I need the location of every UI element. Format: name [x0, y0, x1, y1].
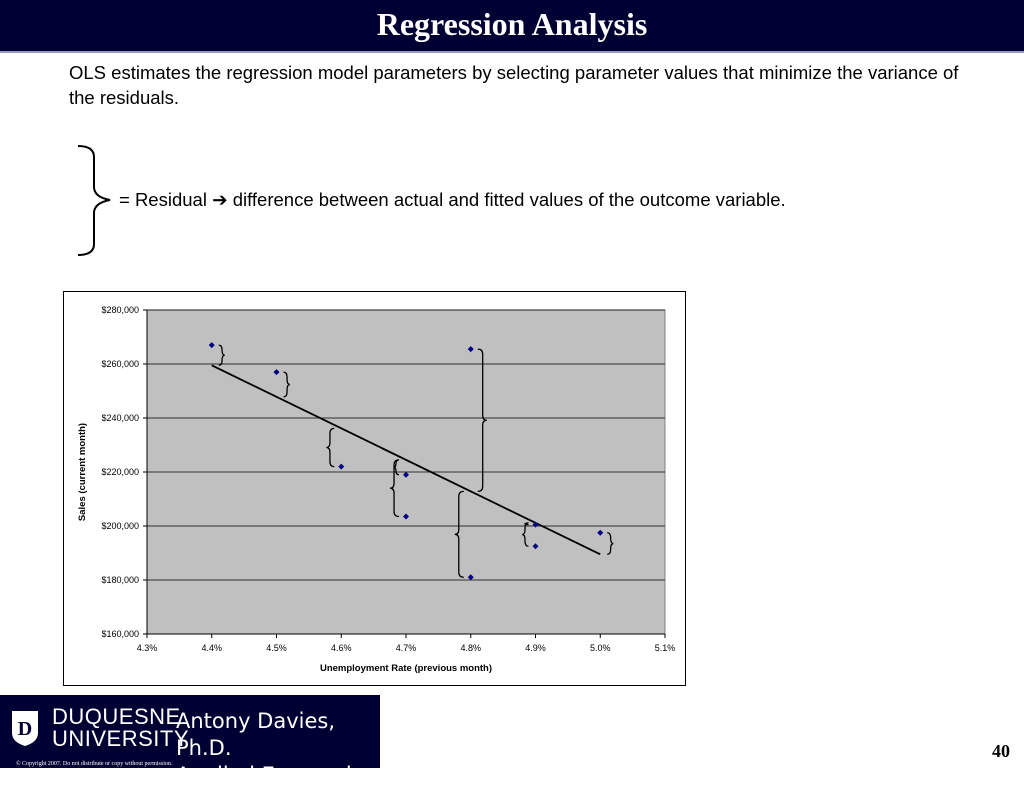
data-point: [532, 521, 539, 528]
slide-title: Regression Analysis: [376, 6, 648, 42]
data-point: [467, 346, 474, 353]
page-number: 40: [992, 741, 1010, 761]
y-tick-label: $160,000: [101, 629, 139, 639]
x-tick-label: 4.6%: [331, 643, 352, 653]
residual-brace: [389, 459, 400, 518]
residual-definition: = Residual ➔ difference between actual a…: [119, 189, 786, 210]
residual-brace: [477, 348, 487, 492]
gridlines: [143, 309, 666, 638]
footer-logo: D DUQUESNE UNIVERSITY Antony Davies, Ph.…: [0, 695, 380, 787]
y-tick-labels: $160,000 $180,000 $200,000 $220,000 $240,000…: [101, 305, 139, 639]
y-axis-title: Sales (current month): [77, 423, 88, 521]
x-tick-label: 4.9%: [525, 643, 546, 653]
y-tick-label: $280,000: [101, 305, 139, 315]
data-point: [467, 574, 474, 581]
residual-brace-icon: [77, 145, 111, 256]
x-tick-label: 4.8%: [460, 643, 481, 653]
x-axis-title: Unemployment Rate (previous month): [320, 663, 492, 674]
data-point: [403, 513, 409, 520]
residual-brace: [218, 344, 225, 366]
residual-brace: [454, 490, 464, 578]
x-tick-label: 4.7%: [396, 643, 417, 653]
university-line2: UNIVERSITY: [52, 726, 190, 751]
x-tick-labels: 4.3% 4.4% 4.5% 4.6% 4.7% 4.8% 4.9% 5.0% 5.1%: [137, 643, 676, 653]
x-tick-label: 4.3%: [137, 643, 158, 653]
copyright-notice: © Copyright 2007. Do not distribute or c…: [16, 761, 173, 767]
intro-text: OLS estimates the regression model param…: [69, 62, 959, 108]
y-tick-label: $220,000: [101, 467, 139, 477]
author-subject: Applied Economics: [176, 763, 375, 787]
author-block: Antony Davies, Ph.D. Applied Economics: [176, 708, 380, 789]
y-tick-label: $180,000: [101, 575, 139, 585]
svg-text:D: D: [18, 718, 32, 740]
data-points: [208, 342, 604, 581]
y-tick-label: $240,000: [101, 413, 139, 423]
data-point: [338, 463, 345, 470]
data-point: [208, 342, 215, 349]
data-point: [403, 471, 409, 478]
x-tick-label: 5.1%: [655, 643, 676, 653]
university-shield-icon: D: [12, 711, 38, 746]
x-tick-label: 4.5%: [266, 643, 287, 653]
y-tick-label: $260,000: [101, 359, 139, 369]
y-tick-label: $200,000: [101, 521, 139, 531]
data-point: [273, 369, 280, 376]
author-name: Antony Davies, Ph.D.: [176, 709, 336, 760]
title-bar: Regression Analysis: [0, 0, 1024, 53]
scatter-chart: $160,000 $180,000 $200,000 $220,000 $240,000…: [77, 305, 676, 674]
university-line1: DUQUESNE: [52, 704, 181, 729]
residual-brace: [326, 427, 335, 468]
university-name: DUQUESNE UNIVERSITY: [52, 706, 189, 750]
x-tick-label: 5.0%: [590, 643, 611, 653]
chart-frame: $160,000 $180,000 $200,000 $220,000 $240,000…: [63, 291, 686, 686]
data-point: [597, 529, 604, 536]
residual-brace: [283, 371, 291, 398]
x-tick-label: 4.4%: [201, 643, 222, 653]
data-point: [532, 543, 539, 550]
residual-brace: [607, 532, 614, 555]
